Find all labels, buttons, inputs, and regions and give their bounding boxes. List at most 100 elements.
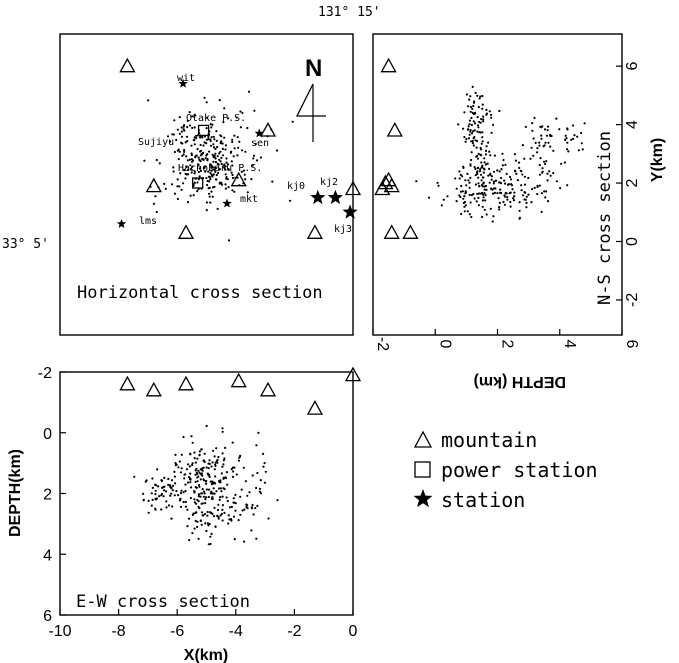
hypocenter-dot — [543, 128, 547, 131]
hypocenter-dot — [276, 499, 279, 502]
hypocenter-dot — [193, 126, 196, 129]
hypocenter-dot — [227, 186, 230, 189]
hypocenter-dot — [233, 501, 236, 504]
mountain-marker — [145, 177, 162, 193]
hypocenter-dot — [498, 201, 501, 204]
mountain-marker — [145, 381, 162, 397]
hypocenter-dot — [186, 159, 189, 162]
hypocenter-dot — [538, 173, 542, 176]
hypocenter-dot — [222, 487, 225, 490]
hypocenter-dot — [163, 485, 166, 488]
hypocenter-dot — [185, 468, 189, 471]
hypocenter-dot — [470, 140, 473, 143]
hypocenter-dot — [223, 107, 226, 110]
hypocenter-dot — [572, 137, 575, 140]
hypocenter-dot — [160, 508, 163, 511]
hypocenter-dot — [238, 140, 241, 143]
hypocenter-dot — [543, 160, 546, 163]
hypocenter-dot — [213, 138, 216, 141]
hypocenter-dot — [218, 158, 221, 161]
hypocenter-dot — [469, 95, 472, 98]
hypocenter-dot — [205, 201, 208, 204]
hypocenter-dot — [243, 173, 246, 176]
hypocenter-dot — [191, 532, 194, 535]
hypocenter-dot — [259, 479, 262, 482]
hypocenter-dot — [221, 147, 224, 150]
hypocenter-dot — [181, 142, 184, 145]
hypocenter-dot — [202, 158, 205, 161]
hypocenter-dot — [193, 490, 196, 493]
hypocenter-dot — [513, 195, 516, 198]
hypocenter-dot — [184, 505, 187, 508]
hypocenter-dot — [189, 194, 192, 197]
hypocenter-dot — [513, 191, 516, 194]
hypocenter-dot — [226, 163, 230, 166]
hypocenter-dot — [559, 187, 562, 190]
hypocenter-dot — [205, 496, 208, 499]
hypocenter-dot — [489, 172, 492, 175]
hypocenter-dot — [484, 199, 487, 202]
hypocenter-dot — [225, 176, 228, 179]
hypocenter-dot — [157, 485, 160, 488]
hypocenter-dot — [189, 496, 192, 500]
hypocenter-dot — [511, 197, 515, 200]
hypocenter-dot — [207, 135, 210, 139]
hypocenter-dot — [473, 129, 476, 132]
hypocenter-dot — [155, 210, 158, 214]
hypocenter-dot — [480, 161, 483, 164]
station-marker — [116, 219, 127, 228]
hypocenter-dot — [230, 519, 233, 522]
hypocenter-dot — [225, 157, 228, 160]
hypocenter-dot — [204, 157, 207, 160]
hypocenter-dot — [189, 164, 192, 167]
hypocenter-dot — [477, 182, 480, 185]
hypocenter-dot — [482, 193, 485, 196]
ns-y-tick-label: 0 — [624, 237, 641, 246]
hypocenter-dot — [580, 131, 583, 135]
hypocenter-dot — [231, 441, 234, 444]
hypocenter-dot — [205, 482, 208, 485]
hypocenter-dot — [288, 199, 292, 202]
hypocenter-dot — [544, 196, 547, 199]
mountain-marker — [177, 375, 195, 391]
hypocenter-dot — [199, 519, 203, 522]
hypocenter-dot — [520, 184, 523, 187]
hypocenter-dot — [470, 116, 473, 120]
hypocenter-dot — [169, 494, 172, 497]
hypocenter-dot — [219, 160, 222, 163]
hypocenter-dot — [173, 494, 176, 497]
hypocenter-dot — [193, 451, 196, 454]
hypocenter-dot — [498, 191, 502, 194]
hypocenter-dot — [482, 120, 485, 123]
hypocenter-dot — [567, 150, 570, 153]
hypocenter-dot — [220, 140, 223, 143]
hypocenter-dot — [219, 487, 222, 490]
hypocenter-dot — [142, 499, 145, 502]
hypocenter-dot — [540, 134, 543, 137]
hypocenter-dot — [191, 126, 194, 129]
hypocenter-dot — [160, 479, 164, 483]
hypocenter-dot — [210, 190, 213, 193]
hypocenter-dot — [477, 126, 480, 129]
hypocenter-dot — [508, 192, 511, 195]
hypocenter-dot — [221, 504, 224, 507]
hypocenter-dot — [467, 179, 470, 182]
hypocenter-dot — [496, 169, 499, 172]
hypocenter-dot — [476, 172, 479, 176]
hypocenter-dot — [471, 130, 475, 133]
hypocenter-dot — [147, 99, 150, 102]
hypocenter-dot — [224, 148, 227, 151]
hypocenter-dot — [221, 430, 224, 433]
station-marker — [310, 189, 326, 205]
latitude-label: 33° 5' — [2, 237, 49, 252]
hypocenter-dot — [538, 144, 541, 147]
hypocenter-dot — [190, 160, 194, 163]
hypocenter-dot — [180, 135, 184, 138]
hypocenter-dot — [176, 178, 179, 181]
hypocenter-dot — [538, 184, 541, 187]
hypocenter-dot — [251, 164, 254, 167]
hypocenter-dot — [190, 171, 193, 174]
hypocenter-dot — [182, 500, 185, 504]
hypocenter-dot — [464, 140, 467, 143]
